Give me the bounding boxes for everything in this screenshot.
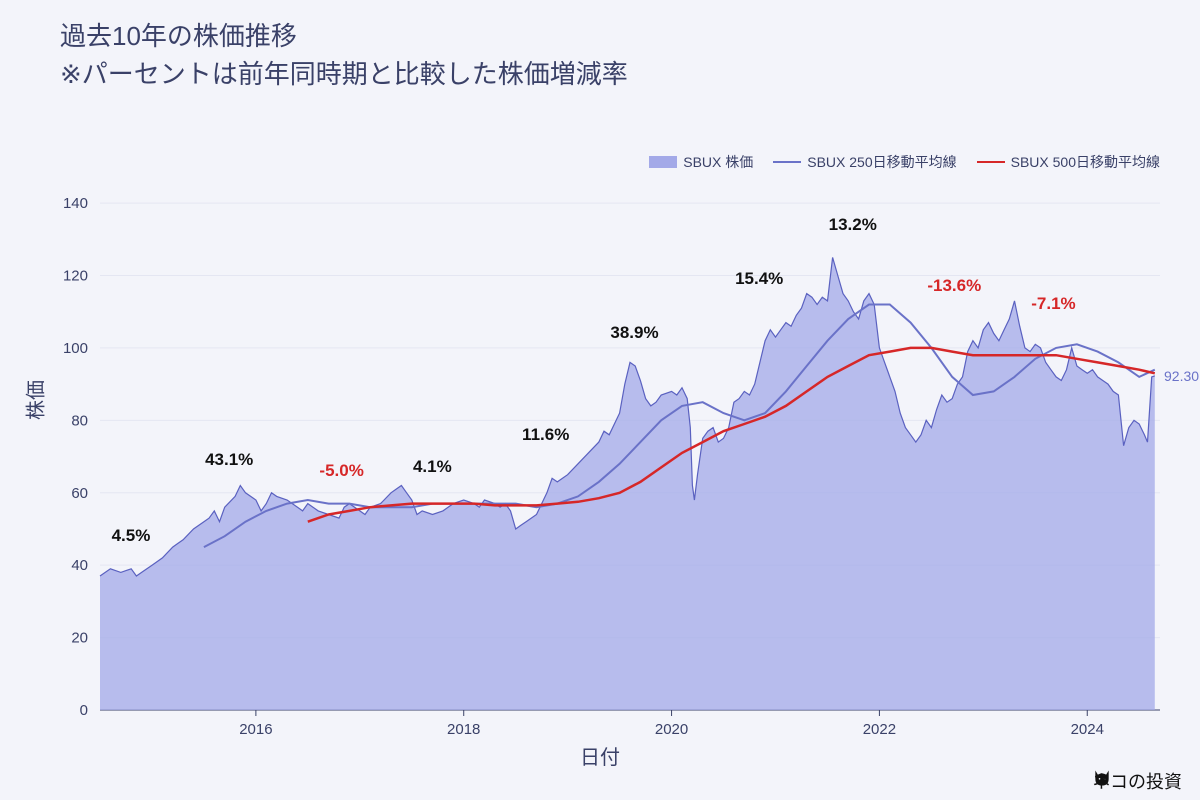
annotation: 4.1%: [413, 457, 452, 477]
svg-text:2022: 2022: [863, 721, 896, 738]
last-value-label: 92.30: [1164, 368, 1199, 384]
annotation: 4.5%: [112, 526, 151, 546]
chart-svg: 0 20 40 60 80 100 120 140 2016 2018 2020 2022 2024: [0, 0, 1200, 800]
annotation: -13.6%: [927, 276, 981, 296]
watermark: ネコの投資: [1092, 768, 1182, 794]
svg-text:140: 140: [63, 195, 88, 212]
cat-icon: [1092, 768, 1112, 788]
svg-text:2016: 2016: [239, 721, 272, 738]
stock-chart: 過去10年の株価推移 ※パーセントは前年同時期と比較した株価増減率 SBUX 株…: [0, 0, 1200, 800]
svg-text:20: 20: [71, 630, 88, 647]
svg-text:120: 120: [63, 268, 88, 285]
svg-text:60: 60: [71, 485, 88, 502]
svg-text:2024: 2024: [1071, 721, 1104, 738]
annotation: 15.4%: [735, 269, 783, 289]
annotation: -7.1%: [1031, 294, 1075, 314]
annotation: 38.9%: [610, 323, 658, 343]
svg-text:0: 0: [80, 702, 88, 719]
annotation: 13.2%: [829, 215, 877, 235]
annotation: 11.6%: [522, 425, 569, 445]
svg-text:40: 40: [71, 557, 88, 574]
annotation: 43.1%: [205, 450, 253, 470]
svg-text:100: 100: [63, 340, 88, 357]
svg-text:2020: 2020: [655, 721, 688, 738]
annotation: -5.0%: [319, 461, 363, 481]
svg-text:2018: 2018: [447, 721, 480, 738]
svg-text:80: 80: [71, 412, 88, 429]
